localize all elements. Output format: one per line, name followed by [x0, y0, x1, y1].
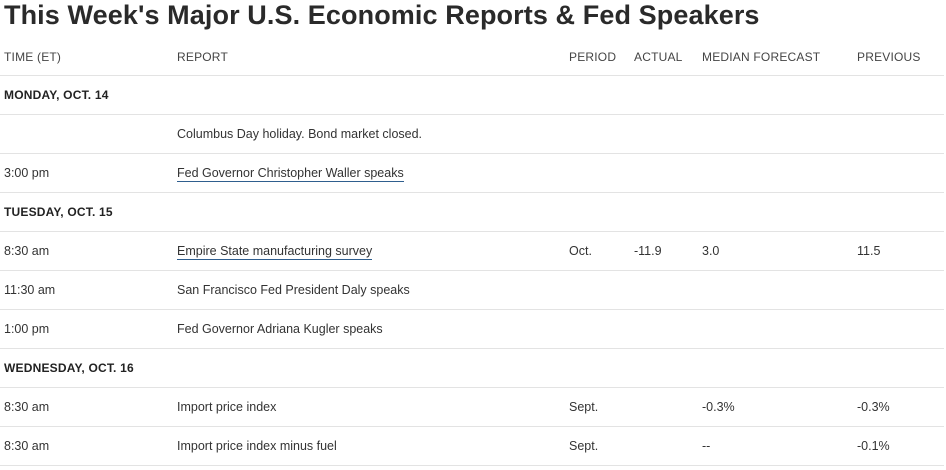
actual-cell: [630, 426, 698, 466]
period-cell: Sept.: [565, 387, 630, 427]
table-row: 8:30 am Import price index minus fuel Sept…: [0, 426, 944, 466]
median-cell: 3.0: [698, 231, 853, 271]
previous-cell: [853, 309, 944, 349]
table-row: 1:00 pm Fed Governor Adriana Kugler speak…: [0, 309, 944, 349]
day-label: TUESDAY, OCT. 15: [0, 192, 944, 232]
median-cell: -0.3%: [698, 387, 853, 427]
table-row: 3:00 pm Fed Governor Christopher Waller s…: [0, 153, 944, 193]
report-link[interactable]: Empire State manufacturing survey: [177, 244, 373, 260]
table-row: Columbus Day holiday. Bond market closed…: [0, 114, 944, 154]
report-link[interactable]: Fed Governor Christopher Waller speaks: [177, 166, 404, 182]
page-title: This Week's Major U.S. Economic Reports …: [4, 0, 760, 30]
actual-cell: [630, 387, 698, 427]
day-label: WEDNESDAY, OCT. 16: [0, 348, 944, 388]
period-cell: Oct.: [565, 231, 630, 271]
report-cell: Columbus Day holiday. Bond market closed…: [174, 114, 565, 154]
table-header-row: TIME (ET) REPORT PERIOD ACTUAL MEDIAN FO…: [0, 39, 944, 76]
day-header-row: WEDNESDAY, OCT. 16: [0, 348, 944, 388]
report-cell: San Francisco Fed President Daly speaks: [174, 270, 565, 310]
median-cell: --: [698, 426, 853, 466]
economic-calendar-table: TIME (ET) REPORT PERIOD ACTUAL MEDIAN FO…: [0, 39, 944, 466]
header-time: TIME (ET): [0, 39, 174, 76]
day-header-row: MONDAY, OCT. 14: [0, 75, 944, 115]
report-cell: Fed Governor Adriana Kugler speaks: [174, 309, 565, 349]
header-median-forecast: MEDIAN FORECAST: [698, 39, 853, 76]
header-previous: PREVIOUS: [853, 39, 944, 76]
time-cell: 1:00 pm: [0, 309, 174, 349]
header-actual: ACTUAL: [630, 39, 698, 76]
previous-cell: [853, 270, 944, 310]
period-cell: [565, 114, 630, 154]
time-cell: 8:30 am: [0, 387, 174, 427]
time-cell: 3:00 pm: [0, 153, 174, 193]
header-period: PERIOD: [565, 39, 630, 76]
table-row: 11:30 am San Francisco Fed President Daly…: [0, 270, 944, 310]
time-cell: 8:30 am: [0, 426, 174, 466]
day-label: MONDAY, OCT. 14: [0, 75, 944, 115]
actual-cell: [630, 153, 698, 193]
actual-cell: [630, 270, 698, 310]
previous-cell: [853, 153, 944, 193]
actual-cell: [630, 114, 698, 154]
table-row: 8:30 am Empire State manufacturing survey…: [0, 231, 944, 271]
time-cell: [0, 114, 174, 154]
median-cell: [698, 309, 853, 349]
report-cell: Fed Governor Christopher Waller speaks: [174, 153, 565, 193]
time-cell: 8:30 am: [0, 231, 174, 271]
actual-cell: [630, 309, 698, 349]
table-body: MONDAY, OCT. 14 Columbus Day holiday. Bon…: [0, 75, 944, 466]
period-cell: [565, 153, 630, 193]
report-cell: Import price index: [174, 387, 565, 427]
period-cell: Sept.: [565, 426, 630, 466]
day-header-row: TUESDAY, OCT. 15: [0, 192, 944, 232]
time-cell: 11:30 am: [0, 270, 174, 310]
previous-cell: [853, 114, 944, 154]
table-row: 8:30 am Import price index Sept. -0.3% -0.3%: [0, 387, 944, 427]
previous-cell: 11.5: [853, 231, 944, 271]
period-cell: [565, 270, 630, 310]
period-cell: [565, 309, 630, 349]
header-report: REPORT: [174, 39, 565, 76]
previous-cell: -0.1%: [853, 426, 944, 466]
median-cell: [698, 270, 853, 310]
actual-cell: -11.9: [630, 231, 698, 271]
median-cell: [698, 153, 853, 193]
median-cell: [698, 114, 853, 154]
previous-cell: -0.3%: [853, 387, 944, 427]
report-cell: Import price index minus fuel: [174, 426, 565, 466]
report-cell: Empire State manufacturing survey: [174, 231, 565, 271]
